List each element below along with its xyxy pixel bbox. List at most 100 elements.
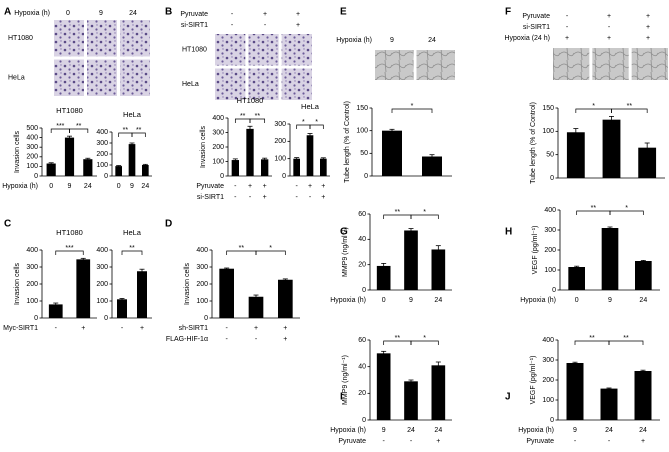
y-axis-label: VEGF (pg/ml⁻¹) (532, 226, 539, 275)
y-tick-label: 0 (552, 287, 556, 294)
y-tick-label: 100 (356, 128, 368, 135)
row-value: + (321, 194, 325, 201)
row-value: - (309, 194, 312, 201)
error-bar (53, 302, 59, 306)
y-tick-label: 20 (358, 262, 366, 269)
significance-label: ** (76, 123, 82, 130)
significance-label: * (411, 103, 414, 110)
y-tick-label: 400 (544, 207, 556, 214)
y-tick-label: 200 (542, 377, 554, 384)
micrograph (248, 68, 279, 100)
row-label: FLAG-HIF-1α (166, 336, 208, 343)
y-tick-label: 0 (282, 173, 286, 180)
significance-bracket (609, 210, 644, 215)
y-tick-label: 60 (358, 211, 366, 218)
row-value: 9 (382, 427, 386, 434)
row-value: - (121, 325, 124, 332)
y-tick-label: 400 (26, 134, 38, 141)
bar (431, 365, 446, 420)
significance-label: ** (395, 209, 401, 216)
panel-letter: I (340, 392, 343, 403)
y-tick-label: 200 (96, 281, 108, 288)
y-tick-label: 300 (26, 264, 38, 271)
y-tick-label: 100 (96, 162, 108, 169)
row-value: - (410, 438, 413, 445)
y-axis-label: MMP9 (ng/ml⁻¹) (342, 355, 349, 405)
header-value: - (264, 22, 267, 29)
significance-label: ** (589, 335, 595, 342)
row-label: Hypoxia (h) (520, 297, 556, 304)
header-label: Hypoxia (h) (14, 10, 50, 17)
significance-bracket (121, 250, 143, 255)
bar (635, 261, 652, 290)
y-tick-label: 200 (26, 154, 38, 161)
header-label: Hypoxia (h) (336, 37, 372, 44)
row-label: Pyruvate (526, 438, 554, 445)
significance-label: ** (240, 113, 246, 120)
row-value: 24 (434, 427, 442, 434)
row-value: 0 (49, 183, 53, 190)
significance-bracket (131, 132, 146, 137)
header-label: Pyruvate (180, 11, 208, 18)
y-axis-label: Invasion cells (184, 262, 191, 305)
panel-letter: F (505, 7, 511, 18)
header-value: + (296, 11, 300, 18)
bar (246, 128, 254, 176)
panel-letter: H (505, 227, 512, 238)
error-bar (435, 245, 441, 254)
row-value: 24 (84, 183, 92, 190)
y-tick-label: 0 (204, 315, 208, 322)
error-bar (85, 157, 91, 161)
error-bar (640, 369, 646, 372)
bar (431, 249, 446, 290)
significance-label: ** (627, 103, 633, 110)
significance-label: ** (255, 113, 261, 120)
bar (404, 230, 418, 290)
chart-title: HT1080 (56, 228, 83, 237)
bar (600, 388, 618, 420)
significance-bracket (55, 250, 84, 255)
error-bar (408, 379, 414, 383)
bar (382, 130, 402, 176)
header-value: - (231, 11, 234, 18)
significance-label: * (269, 245, 272, 252)
header-value: + (296, 22, 300, 29)
y-tick-label: 0 (364, 173, 368, 180)
header-value: 0 (66, 10, 70, 17)
y-tick-label: 300 (96, 140, 108, 147)
y-tick-label: 200 (26, 281, 38, 288)
y-tick-label: 300 (542, 357, 554, 364)
row-value: + (283, 325, 287, 332)
significance-bracket (410, 340, 439, 345)
error-bar (389, 128, 395, 133)
significance-label: ** (239, 245, 245, 252)
significance-bracket (255, 250, 286, 255)
micrograph (54, 59, 84, 96)
y-tick-label: 300 (544, 227, 556, 234)
chart-title: HeLa (123, 228, 142, 237)
y-tick-label: 0 (104, 315, 108, 322)
header-value: 9 (99, 10, 103, 17)
row-value: + (283, 336, 287, 343)
image-row-label: HeLa (8, 75, 25, 82)
error-bar (644, 142, 650, 153)
micrograph (215, 34, 246, 66)
y-tick-label: 20 (358, 390, 366, 397)
row-value: 0 (382, 297, 386, 304)
row-value: - (382, 438, 385, 445)
row-value: 9 (68, 183, 72, 190)
row-value: - (225, 325, 228, 332)
y-axis-label: Invasion cells (14, 262, 21, 305)
chart-title: HeLa (123, 110, 142, 119)
y-tick-label: 150 (542, 105, 554, 112)
y-tick-label: 40 (358, 364, 366, 371)
row-value: + (81, 325, 85, 332)
bar (128, 144, 136, 176)
error-bar (429, 154, 435, 159)
micrograph (54, 20, 84, 57)
row-value: 24 (407, 427, 415, 434)
y-tick-label: 100 (212, 158, 224, 165)
bar (137, 271, 147, 318)
micrograph (281, 34, 312, 66)
significance-label: *** (65, 245, 73, 252)
